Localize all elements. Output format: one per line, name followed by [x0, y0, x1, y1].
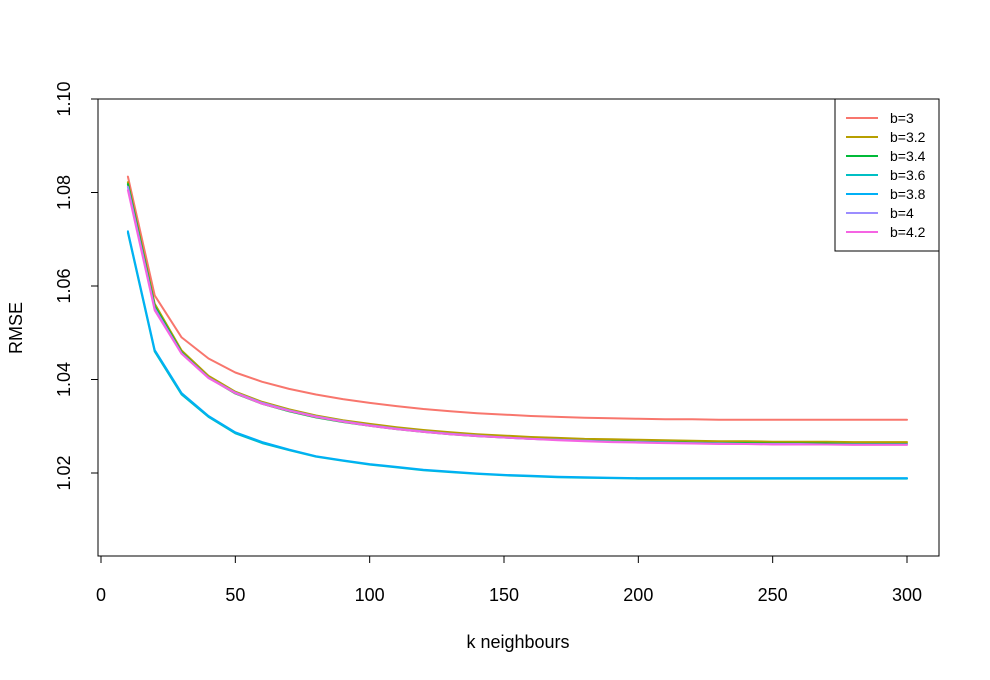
series-layer [126, 175, 908, 480]
y-tick-label: 1.04 [54, 362, 74, 397]
y-tick-label: 1.06 [54, 268, 74, 303]
series-line-b-3-4 [126, 183, 908, 445]
x-tick-label: 50 [225, 585, 245, 605]
y-axis: 1.02 1.04 1.06 1.08 1.10 [54, 81, 99, 491]
plot-frame [97, 98, 940, 557]
y-tick-label: 1.02 [54, 455, 74, 490]
legend-label: b=3.8 [890, 186, 926, 202]
x-axis: 0 50 100 150 200 250 300 [96, 555, 922, 605]
series-line-b-3 [126, 175, 908, 421]
legend-label: b=4 [890, 205, 914, 221]
series-line-b-3-2 [126, 181, 908, 444]
x-tick-label: 200 [623, 585, 653, 605]
x-tick-label: 150 [489, 585, 519, 605]
series-line-b-4-2 [126, 189, 908, 446]
x-tick-label: 0 [96, 585, 106, 605]
x-axis-title: k neighbours [466, 632, 569, 652]
series-line-b-4 [126, 185, 908, 446]
y-axis-title: RMSE [6, 302, 26, 354]
legend-label: b=3.2 [890, 129, 926, 145]
legend-label: b=3 [890, 110, 914, 126]
legend-label: b=3.6 [890, 167, 926, 183]
x-tick-label: 300 [892, 585, 922, 605]
series-line-b-3-8 [126, 230, 908, 480]
x-tick-label: 250 [758, 585, 788, 605]
legend: b=3 b=3.2 b=3.4 b=3.6 b=3.8 b=4 b=4.2 [834, 98, 940, 252]
legend-label: b=4.2 [890, 224, 926, 240]
x-tick-label: 100 [355, 585, 385, 605]
y-tick-label: 1.10 [54, 81, 74, 116]
y-tick-label: 1.08 [54, 175, 74, 210]
legend-label: b=3.4 [890, 148, 926, 164]
